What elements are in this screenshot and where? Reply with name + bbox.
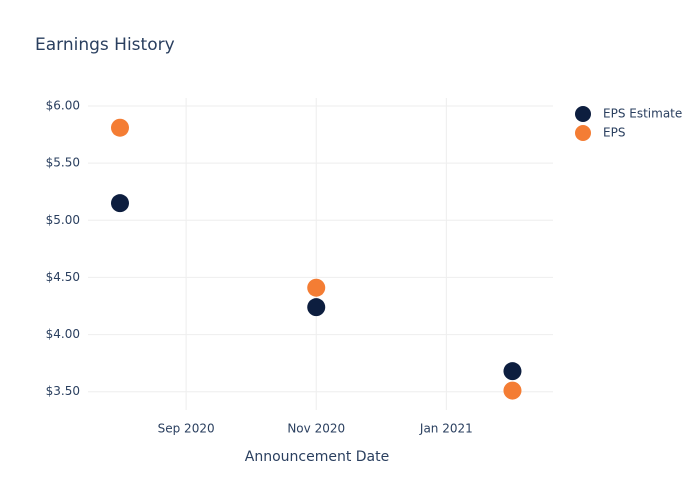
x-tick-label: Jan 2021 (419, 422, 473, 436)
legend-label: EPS (603, 126, 625, 140)
y-tick-label: $5.00 (46, 213, 80, 227)
point (307, 278, 326, 297)
legend-marker (575, 106, 591, 122)
point (503, 362, 522, 381)
y-tick-label: $6.00 (46, 99, 80, 113)
y-tick-label: $3.50 (46, 384, 80, 398)
chart-title: Earnings History (35, 35, 175, 55)
x-tick-label: Nov 2020 (287, 422, 345, 436)
legend-marker (575, 125, 591, 141)
y-tick-label: $4.00 (46, 327, 80, 341)
x-tick-label: Sep 2020 (158, 422, 215, 436)
legend-label: EPS Estimate (603, 107, 682, 121)
point (110, 194, 129, 213)
point (307, 298, 326, 317)
point (503, 381, 522, 400)
y-tick-label: $4.50 (46, 270, 80, 284)
y-tick-label: $5.50 (46, 156, 80, 170)
x-axis-label: Announcement Date (245, 449, 389, 465)
point (110, 118, 129, 137)
